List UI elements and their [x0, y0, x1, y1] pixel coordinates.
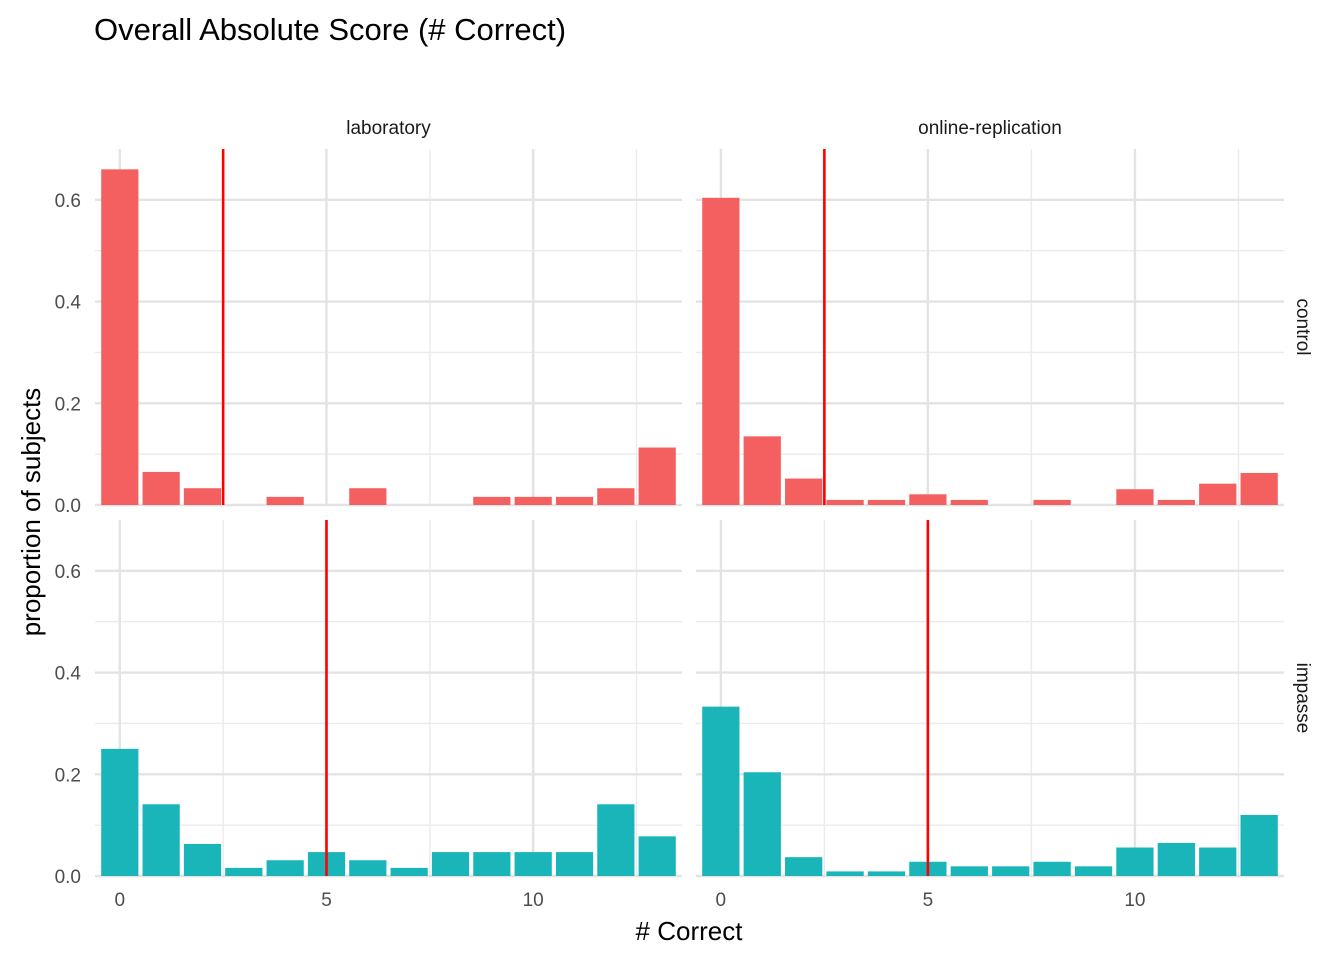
- bar: [638, 447, 676, 505]
- bar: [514, 852, 552, 876]
- bar: [1116, 847, 1154, 876]
- y-tick-label: 0.6: [55, 191, 81, 212]
- bar: [867, 871, 906, 876]
- bar: [743, 772, 781, 876]
- y-tick-label: 0.0: [55, 867, 81, 888]
- bar: [266, 496, 304, 505]
- x-axis-label: # Correct: [636, 916, 744, 946]
- bar: [390, 867, 428, 876]
- bar: [1199, 483, 1237, 505]
- chart-title: Overall Absolute Score (# Correct): [94, 12, 566, 47]
- bar: [909, 494, 947, 505]
- bar: [183, 843, 222, 876]
- bar: [1074, 866, 1113, 876]
- facet-panels: 0.0 0.2 0.4 0.6 0.0 0.2 0.4 0.6 0 5 10 0 5 10 laborato…: [55, 118, 1313, 911]
- y-axis-label: proportion of subjects: [16, 388, 46, 637]
- bar: [785, 857, 823, 876]
- bar: [101, 169, 139, 506]
- bar: [514, 496, 552, 505]
- y-tick-label: 0.4: [55, 293, 82, 314]
- bar: [950, 499, 988, 505]
- bar: [638, 836, 676, 876]
- bar: [142, 804, 180, 876]
- y-tick-label: 0.2: [55, 765, 81, 786]
- bar: [266, 860, 304, 876]
- bar: [702, 706, 740, 876]
- bar: [743, 436, 781, 505]
- x-tick-label: 0: [716, 890, 727, 911]
- bar: [597, 804, 635, 876]
- y-tick-label: 0.6: [55, 562, 81, 583]
- bar: [826, 871, 864, 876]
- panel-online-replication-control: [696, 149, 1284, 507]
- bar: [142, 471, 180, 505]
- bar: [101, 748, 139, 876]
- panel-laboratory-impasse: 0.0 0.2 0.4 0.6 0 5 10: [55, 520, 682, 911]
- bar: [1157, 842, 1195, 876]
- bar: [1240, 472, 1278, 505]
- bar: [431, 852, 470, 876]
- x-tick-label: 10: [1124, 890, 1145, 911]
- bar: [785, 478, 823, 505]
- y-tick-label: 0.0: [55, 496, 81, 517]
- bar: [597, 488, 635, 505]
- bar: [992, 866, 1030, 876]
- facet-column-label: online-replication: [918, 118, 1062, 139]
- bar: [183, 488, 222, 505]
- bar: [1116, 489, 1154, 505]
- bar: [702, 197, 740, 505]
- bar: [950, 866, 988, 876]
- y-tick-label: 0.4: [55, 664, 82, 685]
- panel-laboratory-control: 0.0 0.2 0.4 0.6: [55, 149, 682, 517]
- facet-row-label: impasse: [1292, 663, 1313, 734]
- facet-column-label: laboratory: [346, 118, 431, 139]
- bar: [826, 499, 864, 505]
- bar: [555, 852, 594, 876]
- bar: [225, 867, 263, 876]
- y-tick-label: 0.2: [55, 394, 81, 415]
- bar: [473, 852, 511, 876]
- panel-online-replication-impasse: 0 5 10: [696, 520, 1284, 911]
- bar: [1199, 847, 1237, 876]
- x-tick-label: 5: [321, 890, 332, 911]
- bar: [473, 496, 511, 505]
- bar: [867, 499, 906, 505]
- bar: [1157, 499, 1195, 505]
- bar: [1240, 814, 1278, 876]
- bar: [349, 488, 387, 505]
- bar: [1033, 861, 1071, 876]
- facet-row-label: control: [1292, 298, 1313, 355]
- x-tick-label: 5: [923, 890, 934, 911]
- bar: [1033, 499, 1071, 505]
- bar: [349, 860, 387, 876]
- bar: [555, 496, 594, 505]
- x-tick-label: 10: [523, 890, 544, 911]
- x-tick-label: 0: [115, 890, 126, 911]
